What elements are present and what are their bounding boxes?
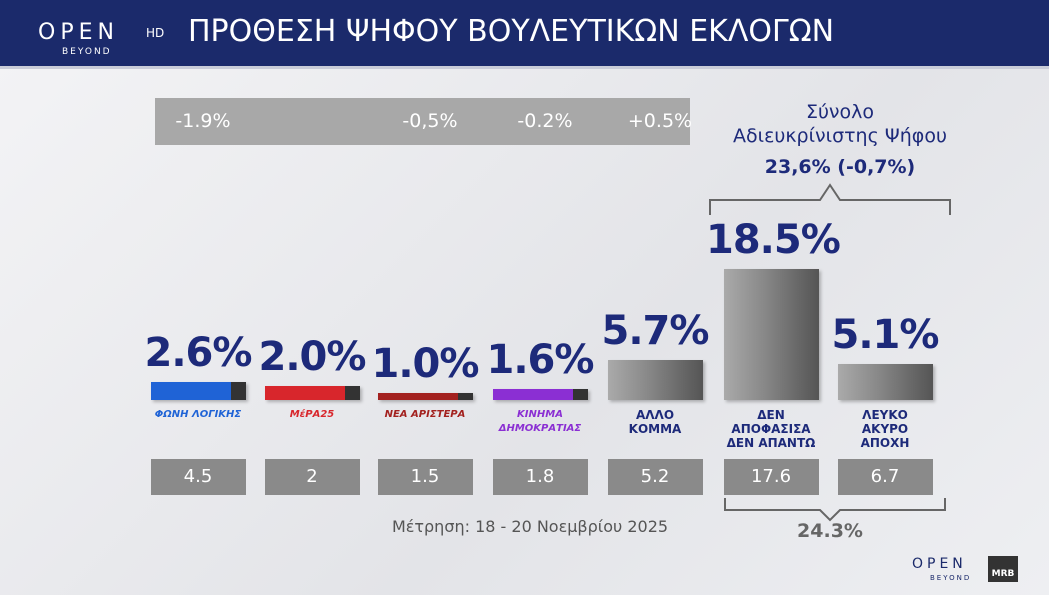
previous-value: 1.8 <box>492 459 588 495</box>
previous-value: 5.2 <box>607 459 703 495</box>
category-label: ΜέΡΑ25 <box>289 409 335 420</box>
value-label: 1.0% <box>371 340 480 387</box>
change-label: -0,5% <box>402 110 458 132</box>
bar <box>492 388 588 400</box>
value-label: 5.7% <box>601 307 710 354</box>
footnote: Μέτρηση: 18 - 20 Νοεμβρίου 2025 <box>391 517 669 536</box>
previous-value: 2 <box>264 459 360 495</box>
value-label: 2.6% <box>144 329 253 376</box>
brace <box>724 498 946 522</box>
bar <box>837 363 933 400</box>
value-label: 1.6% <box>486 336 595 383</box>
previous-value: 6.7 <box>837 459 933 495</box>
annotation: 23,6% (-0,7%) <box>764 156 916 178</box>
change-label: -0.2% <box>517 110 573 132</box>
bar <box>150 381 246 400</box>
pollster-logo: MRB <box>988 556 1018 582</box>
category-label: ΔΕΝ ΑΠΟΦΑΣΙΣΑ ΔΕΝ ΑΠΑΝΤΩ <box>726 408 816 450</box>
previous-value: 1.5 <box>377 459 473 495</box>
value-label: 5.1% <box>831 311 940 358</box>
annotation: 24.3% <box>797 520 863 542</box>
bar <box>264 385 360 400</box>
logo: OPEN <box>38 20 119 45</box>
bar <box>377 392 473 400</box>
logo-beyond: BEYOND <box>62 47 112 57</box>
value-label: 2.0% <box>258 333 367 380</box>
logo-hd: HD <box>146 26 165 40</box>
category-label: ΦΩΝΗ ΛΟΓΙΚΗΣ <box>154 409 242 420</box>
chart-title: ΠΡΟΘΕΣΗ ΨΗΦΟΥ ΒΟΥΛΕΥΤΙΚΩΝ ΕΚΛΟΓΩΝ <box>188 14 835 49</box>
value-label: 18.5% <box>706 216 841 263</box>
change-label: -1.9% <box>175 110 231 132</box>
previous-value: 17.6 <box>723 459 819 495</box>
bar <box>723 268 819 400</box>
category-label: ΑΛΛΟ ΚΟΜΜΑ <box>628 408 682 436</box>
annotation: Σύνολο Αδιευκρίνιστης Ψήφου <box>733 101 947 147</box>
category-label: ΛΕΥΚΟ ΑΚΥΡΟ ΑΠΟΧΗ <box>860 408 910 450</box>
category-label: ΝΕΑ ΑΡΙΣΤΕΡΑ <box>384 409 466 420</box>
header <box>0 0 1049 69</box>
previous-value: 4.5 <box>150 459 246 495</box>
change-strip <box>155 98 690 145</box>
category-label: ΚΙΝΗΜΑ ΔΗΜΟΚΡΑΤΙΑΣ <box>498 409 582 434</box>
change-label: +0.5% <box>627 110 693 132</box>
bar <box>607 359 703 400</box>
footer-logo: OPEN <box>912 556 967 572</box>
footer-logo: BEYOND <box>930 574 972 582</box>
brace <box>709 183 951 215</box>
